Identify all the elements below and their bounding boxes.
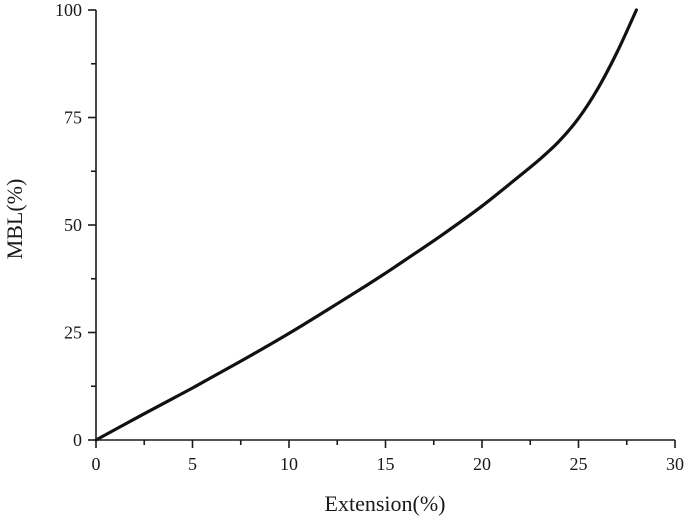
x-tick-label: 30	[666, 454, 684, 474]
y-tick-label: 0	[73, 430, 82, 450]
y-tick-label: 75	[64, 108, 82, 128]
plot-area	[94, 8, 638, 442]
series-line	[94, 8, 638, 442]
y-tick-label: 50	[64, 215, 82, 235]
x-tick-label: 10	[280, 454, 298, 474]
y-axis-title: MBL(%)	[2, 179, 27, 260]
x-tick-label: 5	[188, 454, 197, 474]
x-axis: 0 5 10 15 20 25 30	[92, 439, 684, 474]
y-tick-label: 25	[64, 323, 82, 343]
x-tick-label: 25	[570, 454, 588, 474]
x-tick-label: 0	[92, 454, 101, 474]
y-axis: 0 25 50 75 100	[55, 0, 97, 450]
x-tick-label: 15	[377, 454, 395, 474]
x-axis-title: Extension(%)	[325, 491, 446, 516]
y-tick-label: 100	[55, 0, 82, 20]
x-tick-label: 20	[473, 454, 491, 474]
